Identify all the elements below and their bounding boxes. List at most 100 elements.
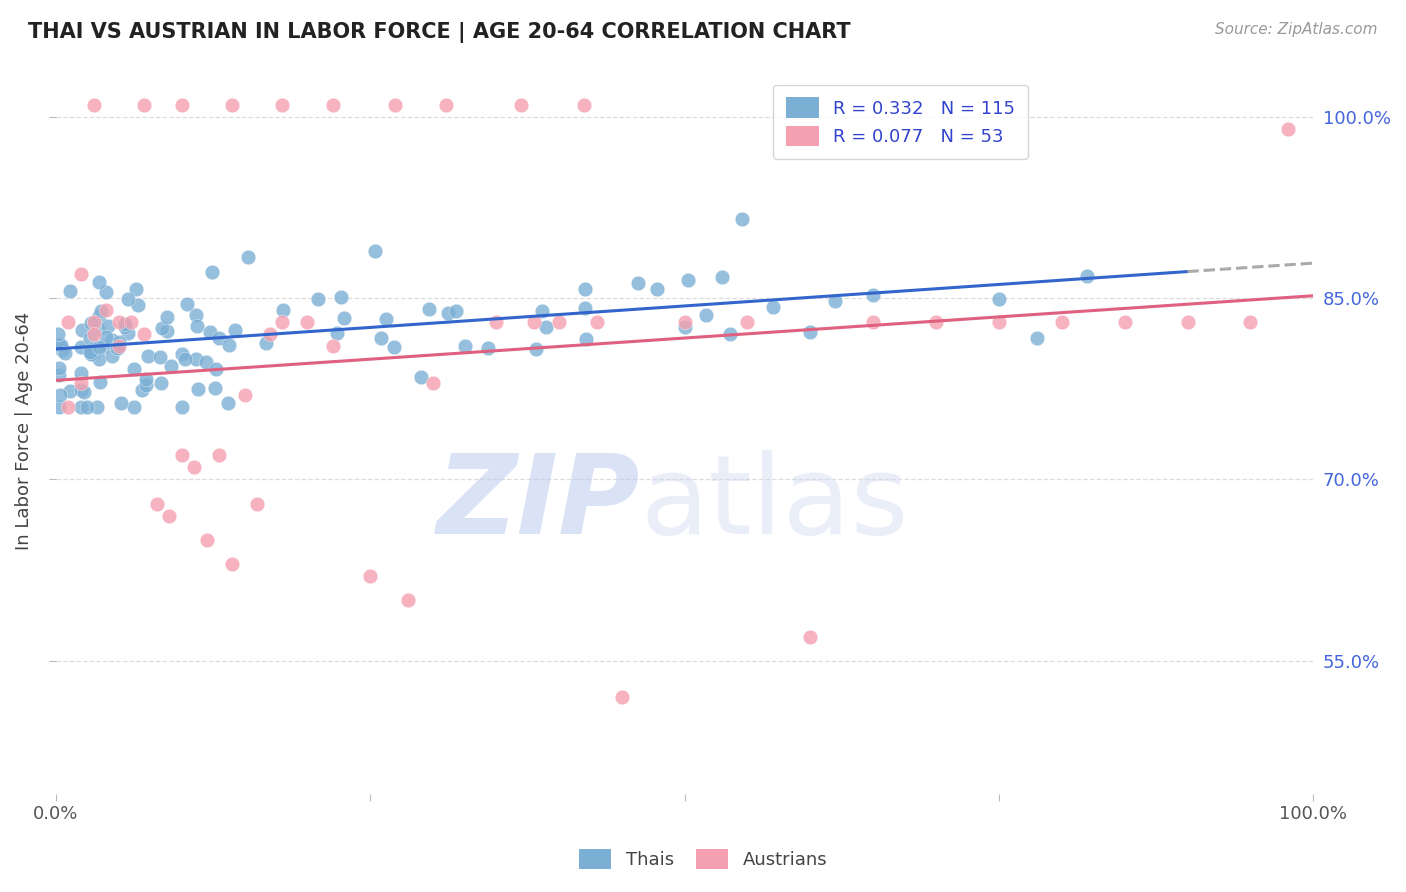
Point bbox=[110, 396, 132, 410]
Point bbox=[59, 384, 82, 398]
Point bbox=[70, 323, 93, 337]
Point bbox=[547, 315, 569, 329]
Point bbox=[572, 97, 595, 112]
Point bbox=[224, 323, 246, 337]
Point bbox=[454, 339, 477, 353]
Point bbox=[259, 327, 281, 342]
Point bbox=[610, 690, 633, 704]
Point bbox=[96, 330, 118, 344]
Point bbox=[114, 317, 136, 331]
Point bbox=[1025, 331, 1047, 345]
Point bbox=[271, 97, 294, 112]
Point bbox=[107, 315, 129, 329]
Point bbox=[80, 347, 103, 361]
Point bbox=[107, 339, 129, 353]
Point bbox=[246, 497, 269, 511]
Point bbox=[132, 327, 155, 342]
Point bbox=[120, 315, 142, 329]
Point bbox=[418, 302, 440, 317]
Point bbox=[184, 351, 207, 366]
Point bbox=[531, 304, 554, 318]
Point bbox=[70, 376, 93, 390]
Text: Source: ZipAtlas.com: Source: ZipAtlas.com bbox=[1215, 22, 1378, 37]
Point bbox=[364, 244, 387, 258]
Point bbox=[575, 332, 598, 346]
Point bbox=[1277, 122, 1299, 136]
Point bbox=[1114, 315, 1136, 329]
Point bbox=[359, 569, 381, 583]
Point bbox=[156, 324, 179, 338]
Point bbox=[131, 383, 153, 397]
Point bbox=[170, 400, 193, 414]
Point bbox=[48, 361, 70, 376]
Text: atlas: atlas bbox=[641, 450, 910, 558]
Point bbox=[322, 339, 344, 353]
Point bbox=[90, 303, 112, 318]
Point bbox=[96, 303, 118, 318]
Point bbox=[86, 400, 108, 414]
Point bbox=[195, 533, 218, 547]
Point bbox=[105, 341, 128, 355]
Point bbox=[207, 331, 229, 345]
Point bbox=[574, 282, 596, 296]
Point bbox=[89, 375, 111, 389]
Point bbox=[101, 333, 124, 347]
Point bbox=[396, 593, 419, 607]
Point bbox=[718, 326, 741, 341]
Point bbox=[221, 97, 243, 112]
Point bbox=[79, 345, 101, 359]
Point bbox=[58, 315, 80, 329]
Point bbox=[159, 359, 181, 373]
Point bbox=[70, 383, 93, 397]
Point bbox=[382, 340, 405, 354]
Point bbox=[711, 270, 734, 285]
Point bbox=[70, 267, 93, 281]
Point bbox=[201, 265, 224, 279]
Point bbox=[70, 400, 93, 414]
Point bbox=[217, 396, 239, 410]
Point bbox=[122, 362, 145, 376]
Point bbox=[524, 342, 547, 356]
Point bbox=[117, 292, 139, 306]
Point bbox=[322, 97, 344, 112]
Point bbox=[46, 326, 69, 341]
Point bbox=[80, 316, 103, 330]
Point bbox=[627, 276, 650, 290]
Point bbox=[87, 309, 110, 323]
Point bbox=[127, 298, 149, 312]
Point bbox=[271, 302, 294, 317]
Point bbox=[695, 308, 717, 322]
Point bbox=[187, 382, 209, 396]
Point bbox=[170, 448, 193, 462]
Point bbox=[333, 310, 356, 325]
Point bbox=[434, 97, 457, 112]
Point bbox=[59, 285, 82, 299]
Point bbox=[1239, 315, 1261, 329]
Point bbox=[1076, 268, 1098, 283]
Point bbox=[186, 308, 208, 322]
Point bbox=[762, 300, 785, 314]
Point bbox=[862, 288, 884, 302]
Point bbox=[1050, 315, 1073, 329]
Point bbox=[132, 97, 155, 112]
Point bbox=[53, 346, 76, 360]
Point bbox=[83, 97, 105, 112]
Point bbox=[204, 381, 226, 395]
Point bbox=[862, 315, 884, 329]
Point bbox=[374, 312, 396, 326]
Point bbox=[117, 326, 139, 340]
Point bbox=[82, 347, 104, 361]
Point bbox=[70, 367, 93, 381]
Point bbox=[135, 372, 157, 386]
Point bbox=[108, 335, 131, 350]
Point bbox=[89, 352, 111, 367]
Point bbox=[176, 297, 198, 311]
Point bbox=[271, 315, 294, 329]
Point bbox=[174, 352, 197, 367]
Point bbox=[114, 320, 136, 334]
Point bbox=[307, 292, 329, 306]
Point bbox=[523, 315, 546, 329]
Point bbox=[411, 369, 433, 384]
Point bbox=[58, 400, 80, 414]
Point bbox=[236, 251, 259, 265]
